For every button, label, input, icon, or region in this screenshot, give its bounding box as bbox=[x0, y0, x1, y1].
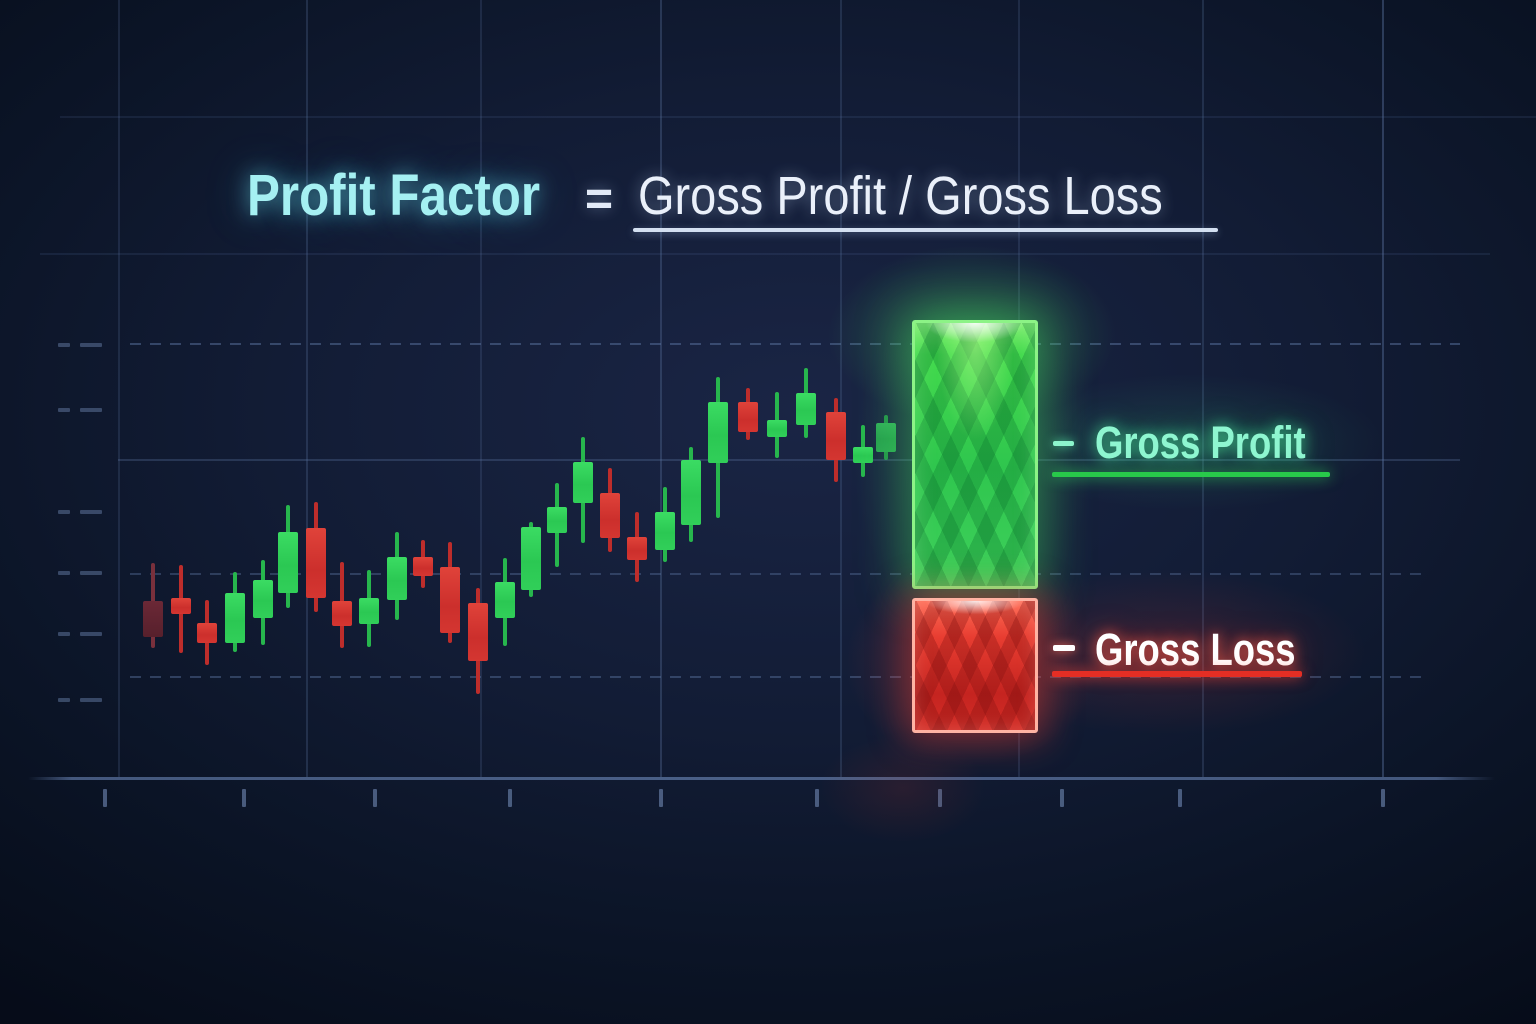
horizontal-gridline bbox=[130, 573, 1430, 575]
title-profit-factor: Profit Factor bbox=[247, 163, 541, 228]
gross-profit-underline bbox=[1052, 472, 1330, 477]
candle-body bbox=[440, 567, 460, 633]
horizontal-gridline bbox=[130, 676, 1430, 678]
y-axis-tick-dash bbox=[58, 571, 70, 575]
x-axis-tick bbox=[373, 789, 377, 807]
gross-loss-underline bbox=[1052, 671, 1302, 677]
candle-body bbox=[600, 493, 620, 538]
candle-body bbox=[143, 601, 163, 637]
y-axis-tick-dash bbox=[58, 632, 70, 636]
candle-body bbox=[708, 402, 728, 463]
candle-body bbox=[681, 460, 701, 525]
candle-body bbox=[359, 598, 379, 624]
horizontal-gridline bbox=[130, 343, 1460, 345]
candle-body bbox=[387, 557, 407, 600]
gross-loss-bar bbox=[912, 598, 1038, 733]
title-underline bbox=[633, 228, 1218, 232]
x-axis-tick bbox=[659, 789, 663, 807]
vertical-gridline bbox=[660, 0, 662, 780]
x-axis-tick bbox=[242, 789, 246, 807]
vertical-gridline bbox=[1382, 0, 1384, 780]
horizontal-gridline bbox=[60, 116, 1536, 118]
candle-body bbox=[826, 412, 846, 460]
candle-body bbox=[876, 423, 896, 452]
candle-body bbox=[853, 447, 873, 463]
gross-loss-dash-mark bbox=[1053, 645, 1075, 651]
glow-spot bbox=[788, 713, 1018, 863]
vertical-gridline bbox=[306, 0, 308, 780]
y-axis-tick-dash bbox=[80, 571, 102, 575]
candle-body bbox=[627, 537, 647, 560]
candle-body bbox=[413, 557, 433, 576]
gross-loss-label: Gross Loss bbox=[1095, 624, 1296, 675]
horizontal-gridline bbox=[118, 459, 1460, 461]
title-equals-sign: = bbox=[585, 173, 614, 226]
y-axis-tick-dash bbox=[80, 510, 102, 514]
candle-body bbox=[573, 462, 593, 503]
horizontal-gridline bbox=[40, 253, 1490, 255]
candle-body bbox=[796, 393, 816, 425]
y-axis-tick-dash bbox=[58, 343, 70, 347]
y-axis-tick-dash bbox=[58, 408, 70, 412]
candle-body bbox=[521, 527, 541, 590]
vertical-gridline bbox=[118, 0, 120, 780]
x-axis-tick bbox=[508, 789, 512, 807]
y-axis-tick-dash bbox=[58, 510, 70, 514]
gross-profit-dash-mark bbox=[1053, 441, 1074, 446]
candle-body bbox=[738, 402, 758, 432]
x-axis-tick bbox=[815, 789, 819, 807]
gross-profit-label: Gross Profit bbox=[1095, 417, 1306, 468]
x-axis-tick bbox=[1381, 789, 1385, 807]
candle-body bbox=[332, 601, 352, 626]
candle-body bbox=[495, 582, 515, 618]
candle-body bbox=[306, 528, 326, 598]
title-formula-rhs: Gross Profit / Gross Loss bbox=[638, 166, 1163, 226]
y-axis-tick-dash bbox=[58, 698, 70, 702]
candle-body bbox=[468, 603, 488, 661]
x-axis-tick bbox=[1060, 789, 1064, 807]
x-axis-line bbox=[28, 777, 1495, 780]
candle-body bbox=[225, 593, 245, 643]
candle-body bbox=[197, 623, 217, 643]
y-axis-tick-dash bbox=[80, 698, 102, 702]
vertical-gridline bbox=[840, 0, 842, 780]
candle-body bbox=[547, 507, 567, 533]
candle-body bbox=[655, 512, 675, 550]
y-axis-tick-dash bbox=[80, 343, 102, 347]
x-axis-tick bbox=[1178, 789, 1182, 807]
y-axis-tick-dash bbox=[80, 408, 102, 412]
vertical-gridline bbox=[480, 0, 482, 780]
x-axis-tick bbox=[938, 789, 942, 807]
gross-profit-bar bbox=[912, 320, 1038, 589]
candle-body bbox=[278, 532, 298, 593]
candle-body bbox=[767, 420, 787, 437]
x-axis-tick bbox=[103, 789, 107, 807]
vertical-gridline bbox=[1202, 0, 1204, 780]
y-axis-tick-dash bbox=[80, 632, 102, 636]
candle-body bbox=[253, 580, 273, 618]
candle-body bbox=[171, 598, 191, 614]
